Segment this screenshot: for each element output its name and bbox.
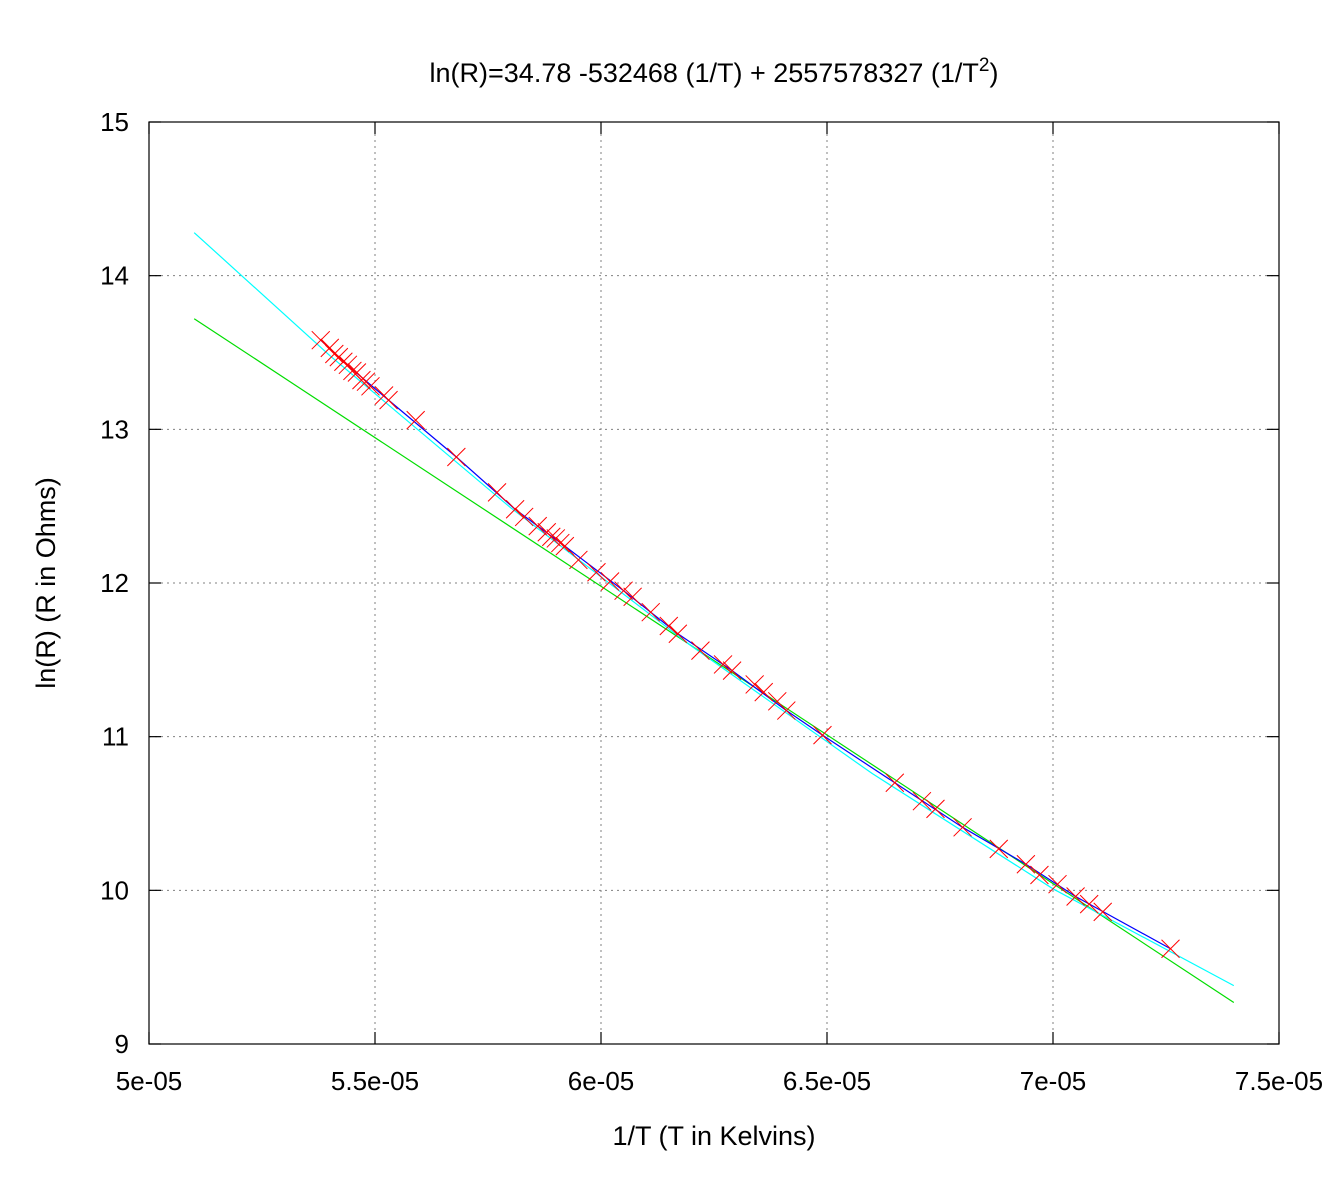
data-point-marker	[1066, 887, 1085, 906]
data-point-marker	[722, 661, 742, 680]
data-point-marker	[1161, 939, 1180, 959]
data-point-marker	[745, 675, 765, 694]
data-point-marker	[406, 410, 426, 430]
fit-line-linear	[193, 318, 1235, 1004]
data-point-marker	[528, 516, 548, 536]
data-point-marker	[754, 682, 774, 702]
y-tick-label: 14	[100, 261, 129, 291]
x-tick-label: 5e-05	[116, 1066, 183, 1096]
data-point-marker	[668, 624, 688, 644]
data-point-marker	[338, 355, 358, 375]
data-point-marker	[1016, 854, 1036, 874]
data-point-marker	[324, 344, 344, 364]
x-axis-title: 1/T (T in Kelvins)	[612, 1121, 815, 1151]
data-point-marker	[361, 376, 380, 396]
y-tick-labels: 9 10 11 12 13 14 15	[100, 107, 129, 1059]
series-lines	[193, 232, 1235, 1004]
y-tick-label: 11	[102, 722, 129, 752]
data-point-marker	[1030, 865, 1049, 885]
data-point-marker	[691, 641, 710, 660]
data-point-marker	[550, 533, 570, 553]
x-tick-label: 7e-05	[1020, 1066, 1087, 1096]
data-point-marker	[614, 581, 633, 601]
axis-ticks	[148, 121, 1280, 1045]
data-point-marker	[912, 791, 932, 811]
data-point-marker	[352, 370, 371, 390]
chart-title: ln(R)=34.78 -532468 (1/T) + 2557578327 (…	[430, 55, 999, 88]
fit-line-data	[320, 339, 1171, 950]
data-point-marker	[813, 725, 832, 745]
x-tick-label: 7.5e-05	[1235, 1066, 1323, 1096]
data-point-marker	[587, 562, 606, 582]
data-point-marker	[505, 499, 525, 519]
data-point-marker	[641, 602, 661, 622]
data-point-marker	[989, 839, 1009, 859]
data-point-marker	[885, 773, 905, 793]
y-tick-label: 15	[100, 107, 129, 137]
data-point-marker	[447, 447, 466, 467]
fit-line-quadratic	[193, 232, 1235, 987]
data-point-marker	[776, 701, 796, 720]
y-axis-title: ln(R) (R in Ohms)	[31, 477, 61, 689]
x-tick-label: 5.5e-05	[331, 1066, 419, 1096]
data-point-marker	[1079, 894, 1099, 914]
grid-lines	[149, 122, 1279, 1044]
y-tick-label: 10	[100, 875, 129, 905]
data-point-marker	[926, 799, 945, 819]
y-tick-label: 12	[100, 568, 129, 598]
data-point-marker	[1048, 874, 1067, 894]
data-point-marker	[379, 390, 398, 410]
data-point-marker	[541, 527, 561, 547]
data-point-marker	[623, 587, 642, 607]
data-points	[311, 330, 1180, 959]
data-point-marker	[659, 616, 679, 636]
data-point-marker	[569, 550, 588, 570]
data-point-marker	[1093, 902, 1113, 922]
data-point-marker	[713, 655, 733, 674]
data-point-marker	[600, 572, 620, 591]
data-point-marker	[514, 507, 534, 527]
data-point-marker	[953, 817, 972, 837]
y-tick-label: 9	[115, 1029, 129, 1059]
data-point-marker	[487, 482, 507, 502]
x-tick-label: 6e-05	[568, 1066, 635, 1096]
x-tick-labels: 5e-05 5.5e-05 6e-05 6.5e-05 7e-05 7.5e-05	[116, 1066, 1323, 1096]
y-tick-label: 13	[100, 414, 129, 444]
x-tick-label: 6.5e-05	[783, 1066, 871, 1096]
